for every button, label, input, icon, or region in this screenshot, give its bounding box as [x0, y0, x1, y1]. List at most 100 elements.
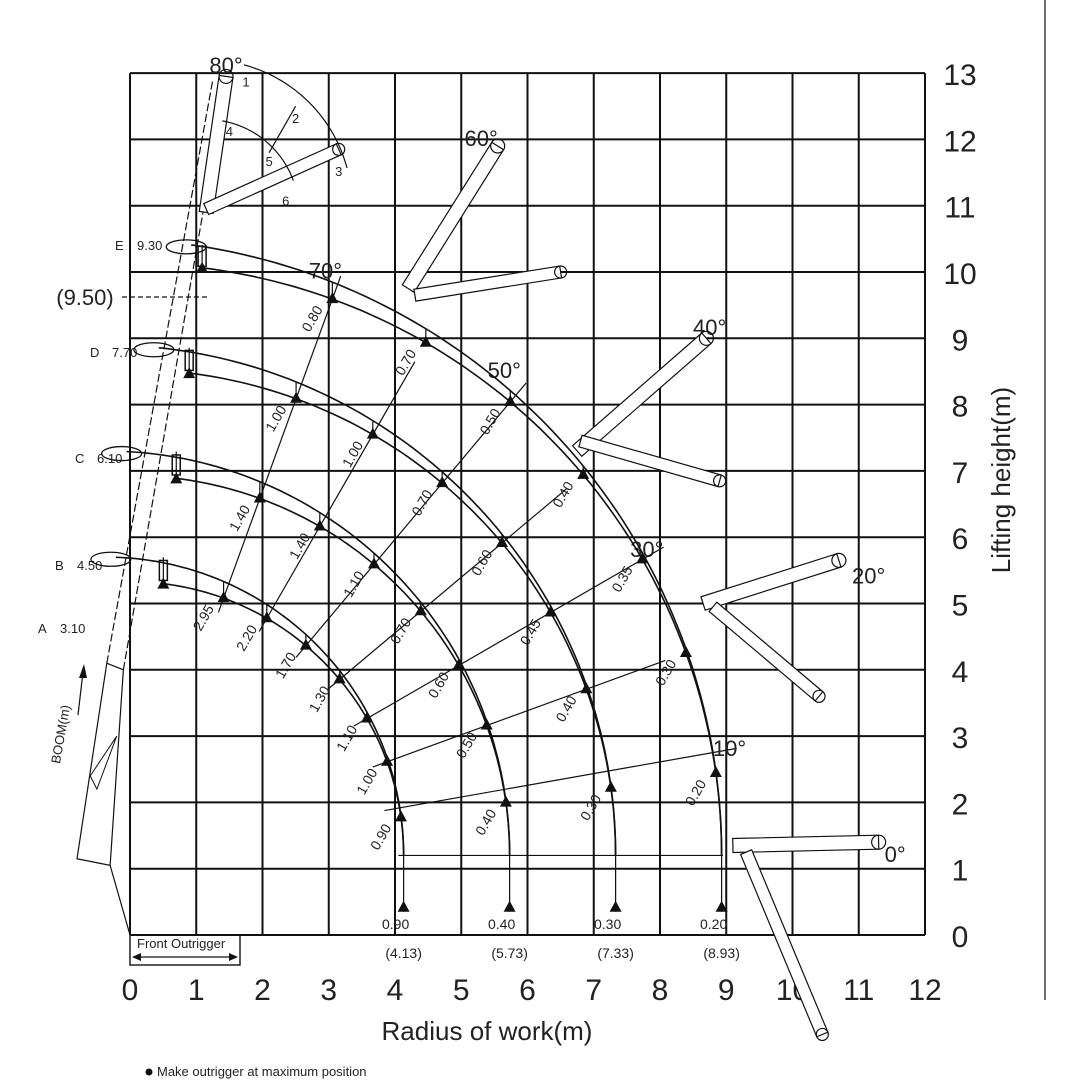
- y-tick-label: 7: [952, 457, 969, 490]
- front-outrigger-box: [129, 934, 241, 966]
- load-value: 0.90: [367, 821, 395, 853]
- ground-load-value: 0.20: [700, 916, 727, 932]
- y-tick-label: 1: [952, 855, 969, 888]
- load-point-triangle: [414, 604, 427, 616]
- boom-main-20: [700, 552, 842, 611]
- ground-load-value: 0.90: [382, 916, 409, 932]
- load-value: 0.35: [608, 563, 636, 595]
- angle-label: 20°: [852, 564, 885, 589]
- load-point-triangle: [313, 519, 326, 531]
- y-tick-label: 11: [944, 192, 975, 225]
- jib-position-label: 1: [242, 74, 249, 89]
- jib-swing-arc-outer: [243, 64, 348, 169]
- load-point-triangle: [452, 658, 465, 670]
- boom-main-60: [401, 141, 505, 294]
- load-point-triangle: [217, 591, 230, 603]
- load-point-triangle: [504, 394, 517, 406]
- load-point-triangle: [260, 611, 273, 623]
- load-value: 2.95: [190, 602, 218, 634]
- ground-load-triangle: [715, 900, 728, 912]
- y-tick-label: 9: [952, 324, 969, 357]
- hook-triangle: [157, 577, 170, 589]
- boom-head-C: [100, 445, 143, 462]
- boom-length: 6.10: [97, 451, 122, 466]
- y-axis-label: Lifting height(m): [986, 387, 1016, 573]
- load-point-triangle: [604, 780, 617, 792]
- arrow-left-icon: [132, 953, 141, 961]
- boom-id: C: [75, 451, 84, 466]
- angle-label: 10°: [713, 736, 746, 761]
- boom-tip-arc-D: [158, 346, 617, 856]
- load-value: 0.30: [652, 656, 680, 688]
- load-point-triangle: [636, 552, 649, 564]
- ground-load-triangle: [397, 900, 410, 912]
- arrow-right-icon: [229, 953, 238, 961]
- ground-load-value: 0.40: [488, 916, 515, 932]
- angle-label: 50°: [488, 358, 521, 383]
- boom-length: 9.30: [137, 238, 162, 253]
- boom-axis-arrow-icon: [79, 664, 87, 678]
- boom-jib-60-end: [554, 265, 568, 279]
- boom-axis-label: BOOM(m): [48, 704, 73, 765]
- y-tick-label: 10: [943, 258, 976, 291]
- boom-jib-0: [739, 849, 829, 1038]
- boom-head-B: [90, 551, 132, 567]
- ground-load-triangle: [503, 900, 516, 912]
- y-tick-label: 13: [943, 59, 976, 92]
- radial-line-50: [295, 382, 527, 658]
- boom-id: D: [90, 345, 99, 360]
- load-point-triangle: [326, 292, 339, 304]
- boom-jib-20-end: [812, 689, 826, 703]
- load-value: 0.20: [682, 777, 710, 809]
- ground-radius-label: (8.93): [703, 945, 740, 961]
- ground-radius-label: (4.13): [385, 945, 422, 961]
- footnote: Make outrigger at maximum position: [157, 1064, 367, 1079]
- x-tick-label: 1: [188, 974, 205, 1007]
- y-tick-label: 6: [952, 523, 969, 556]
- load-point-triangle: [580, 682, 593, 694]
- x-tick-label: 9: [718, 974, 735, 1007]
- load-point-triangle: [381, 754, 394, 766]
- load-value: 0.40: [552, 693, 580, 725]
- boom-jib-40: [578, 434, 723, 488]
- load-point-triangle: [679, 645, 692, 657]
- y-tick-label: 5: [952, 590, 969, 623]
- boom-main-0-end: [871, 834, 887, 850]
- boom-main-80-end: [218, 68, 234, 85]
- load-value: 1.00: [353, 765, 381, 797]
- boom-length: 7.70: [112, 345, 137, 360]
- load-point-triangle: [368, 557, 381, 569]
- boom-main-0: [732, 834, 880, 854]
- load-value: 0.45: [516, 616, 544, 648]
- front-outrigger-label: Front Outrigger: [137, 936, 226, 951]
- y-tick-label: 8: [952, 391, 969, 424]
- x-tick-label: 12: [908, 974, 941, 1007]
- boom-length: 4.50: [77, 558, 102, 573]
- x-tick-label: 7: [585, 974, 602, 1007]
- load-value: 0.30: [577, 791, 605, 823]
- boom-main-60-end: [490, 138, 506, 154]
- load-value: 0.70: [408, 487, 436, 519]
- load-point-triangle: [394, 810, 407, 822]
- radial-line-10: [384, 747, 737, 812]
- boom-id: B: [55, 558, 64, 573]
- load-point-triangle: [544, 605, 557, 617]
- ground-radius-label: (5.73): [491, 945, 528, 961]
- boom-jib-40-end: [713, 474, 727, 488]
- load-value: 2.20: [233, 622, 261, 654]
- load-value: 0.60: [425, 669, 453, 701]
- x-tick-label: 8: [652, 974, 669, 1007]
- boom-jib-80-end: [332, 142, 346, 156]
- y-tick-label: 0: [952, 921, 969, 954]
- jib-position-label: 2: [292, 111, 299, 126]
- radial-line-70: [217, 275, 342, 613]
- x-tick-label: 4: [387, 974, 404, 1007]
- jib-position-label: 4: [226, 124, 233, 139]
- load-point-triangle: [366, 427, 379, 439]
- boom-main-40-end: [698, 330, 714, 346]
- ground-radius-label: (7.33): [597, 945, 634, 961]
- angle-label: 0°: [885, 842, 906, 867]
- load-point-triangle: [709, 766, 722, 778]
- load-point-triangle: [253, 491, 266, 503]
- y-tick-label: 3: [952, 722, 969, 755]
